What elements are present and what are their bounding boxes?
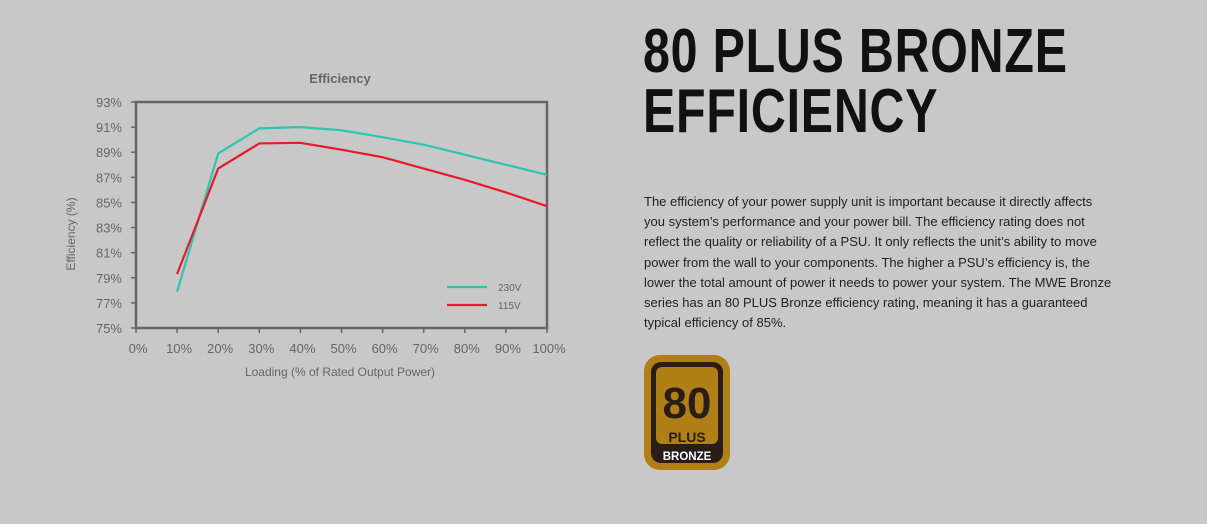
x-tick-label: 100%: [532, 341, 566, 356]
heading-line-2: EFFICIENCY: [643, 77, 939, 146]
badge-number: 80: [663, 379, 712, 428]
series-line-230v: [176, 126, 548, 292]
80-plus-bronze-badge: 80 PLUS BRONZE: [644, 355, 730, 470]
x-tick-label: 20%: [207, 341, 233, 356]
legend-label-115v: 115V: [498, 301, 521, 312]
y-tick-label: 75%: [96, 321, 122, 336]
x-tick-label: 0%: [129, 341, 148, 356]
y-tick-label: 91%: [96, 120, 122, 135]
y-tick-label: 79%: [96, 271, 122, 286]
series-line-115v: [176, 141, 548, 275]
x-tick-label: 50%: [330, 341, 356, 356]
y-tick-label: 83%: [96, 221, 122, 236]
y-tick-label: 77%: [96, 296, 122, 311]
y-tick-label: 93%: [96, 95, 122, 110]
badge-tier: BRONZE: [663, 451, 712, 463]
section-heading: 80 PLUS BRONZE EFFICIENCY: [643, 17, 1068, 146]
legend-label-230v: 230V: [498, 283, 522, 294]
y-axis-label: Efficiency (%): [64, 197, 78, 270]
description-text: The efficiency of your power supply unit…: [644, 194, 1112, 331]
badge-plus: PLUS: [668, 429, 705, 445]
x-tick-label: 40%: [289, 341, 315, 356]
plot-frame: [134, 100, 549, 330]
efficiency-chart: Efficiency 75% 77% 79% 81% 83% 85% 87% 89% 91% 93…: [64, 71, 566, 379]
x-tick-label: 70%: [413, 341, 439, 356]
chart-title: Efficiency: [309, 71, 371, 86]
x-tick-label: 60%: [372, 341, 398, 356]
x-tick-label: 10%: [166, 341, 192, 356]
x-tick-label: 30%: [248, 341, 274, 356]
y-tick-label: 87%: [96, 170, 122, 185]
heading-line-1: 80 PLUS BRONZE: [643, 17, 1068, 86]
x-tick-label: 90%: [495, 341, 521, 356]
y-tick-label: 81%: [96, 246, 122, 261]
y-tick-label: 89%: [96, 145, 122, 160]
x-axis-label: Loading (% of Rated Output Power): [245, 365, 435, 379]
y-tick-label: 85%: [96, 195, 122, 210]
x-tick-label: 80%: [454, 341, 480, 356]
